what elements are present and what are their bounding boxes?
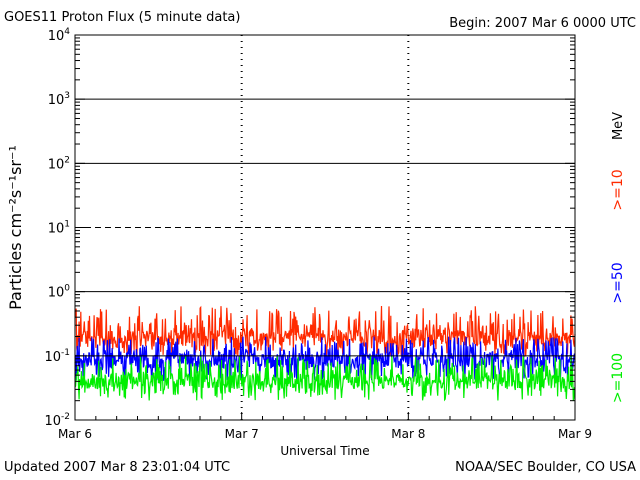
x-tick-label: Mar 7 (225, 427, 259, 441)
y-tick-label: 10-1 (44, 348, 70, 365)
legend-entry-2: >=100 (610, 353, 626, 403)
series-line-0 (74, 305, 576, 358)
y-tick-label: 101 (48, 220, 70, 237)
source-label: NOAA/SEC Boulder, CO USA (455, 460, 636, 475)
updated-timestamp: Updated 2007 Mar 8 23:01:04 UTC (4, 460, 231, 475)
y-tick-label: 103 (48, 91, 70, 108)
x-tick-label: Mar 8 (391, 427, 425, 441)
y-tick-label: 100 (48, 284, 71, 301)
x-tick-label: Mar 6 (58, 427, 92, 441)
y-tick-label: 10-2 (44, 412, 70, 429)
x-axis-title: Universal Time (280, 444, 369, 458)
legend-unit: MeV (611, 112, 626, 140)
y-tick-label: 102 (48, 155, 70, 172)
legend-entry-0: >=10 (610, 169, 626, 210)
chart-title: GOES11 Proton Flux (5 minute data) (4, 10, 241, 25)
x-tick-label: Mar 9 (558, 427, 592, 441)
y-tick-label: 104 (48, 27, 71, 44)
y-axis-title: Particles cm⁻²s⁻¹sr⁻¹ (6, 145, 25, 310)
begin-time: Begin: 2007 Mar 6 0000 UTC (449, 16, 636, 31)
series-line-2 (74, 355, 576, 402)
legend-entry-1: >=50 (610, 262, 626, 303)
